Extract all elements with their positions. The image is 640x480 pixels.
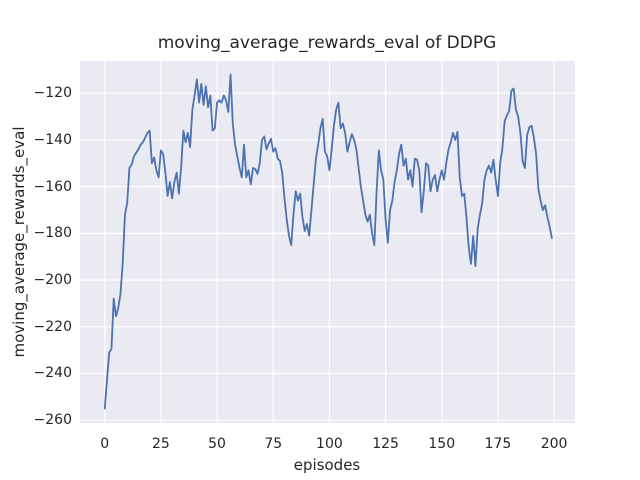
data-line — [103, 73, 553, 410]
x-tick-label: 50 — [208, 436, 226, 452]
x-tick-label: 25 — [151, 436, 170, 452]
x-tick-label: 0 — [100, 436, 110, 452]
y-tick-label: −260 — [33, 412, 72, 429]
x-tick-label: 200 — [540, 436, 568, 452]
x-tick-label: 175 — [484, 436, 512, 452]
y-tick-label: −180 — [33, 225, 72, 242]
y-tick-label: −200 — [33, 272, 72, 289]
y-tick-label: −220 — [33, 318, 72, 335]
x-axis-label: episodes — [293, 456, 361, 474]
x-tick-label: 100 — [316, 436, 343, 452]
y-tick-label: −160 — [33, 178, 72, 195]
y-tick-label: −120 — [33, 85, 72, 102]
x-tick-label: 125 — [372, 436, 399, 452]
x-tick-label: 150 — [428, 436, 456, 452]
chart-title: moving_average_rewards_eval of DDPG — [157, 33, 497, 53]
y-tick-label: −140 — [33, 131, 72, 148]
x-tick-label: 75 — [264, 436, 283, 452]
plot-area — [80, 61, 575, 423]
y-tick-label: −240 — [33, 365, 72, 382]
